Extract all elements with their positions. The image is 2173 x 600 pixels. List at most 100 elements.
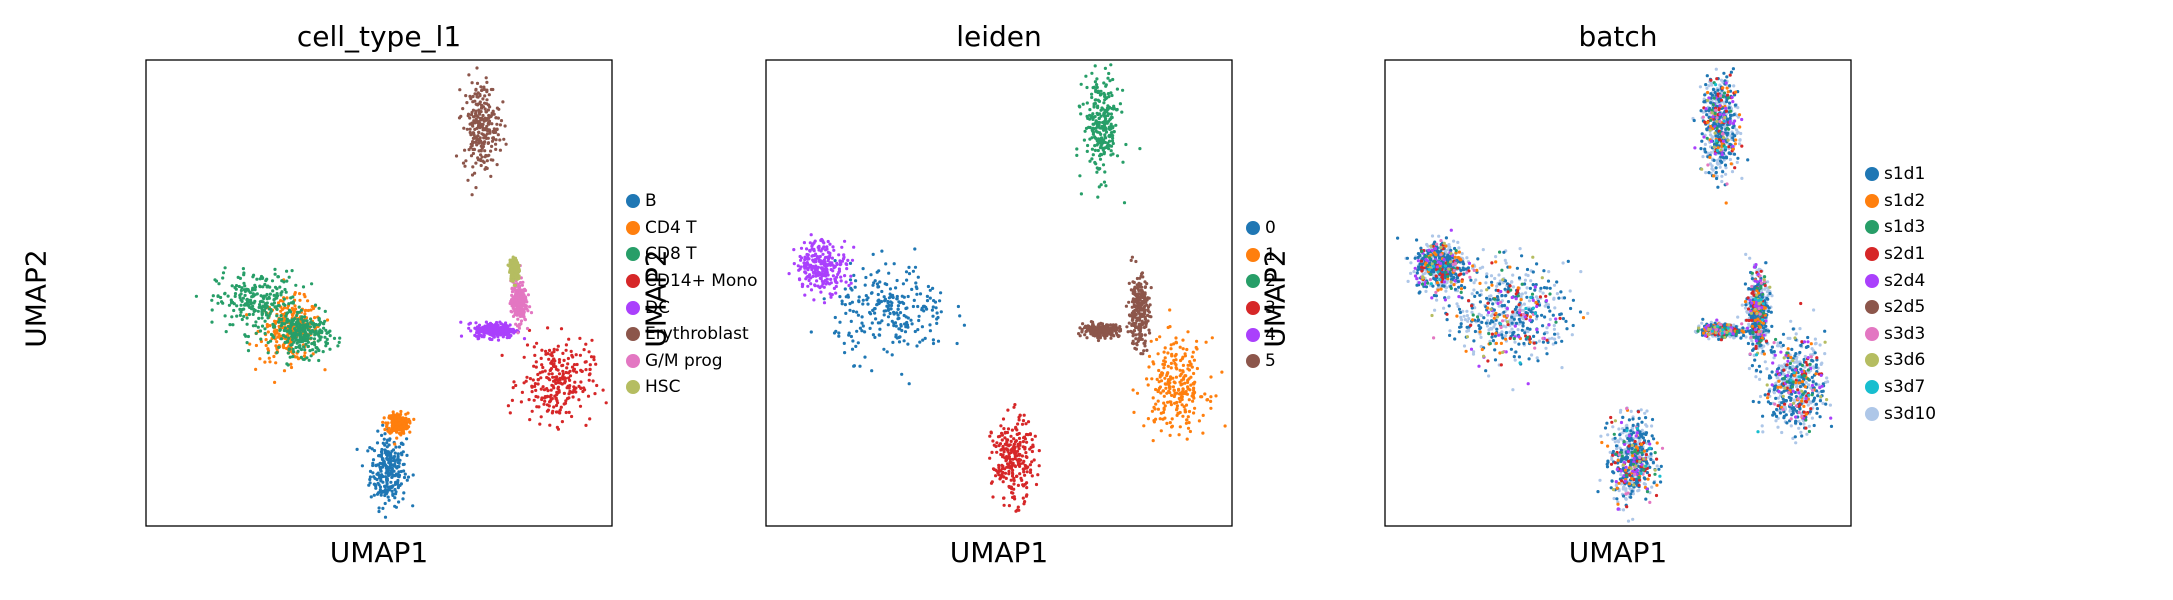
data-point (368, 475, 372, 479)
data-point (397, 431, 402, 435)
data-point (393, 474, 397, 478)
data-point (279, 309, 283, 313)
data-point (398, 458, 402, 462)
data-point (371, 471, 375, 475)
data-point (275, 340, 279, 344)
data-point (1548, 317, 1552, 321)
data-point (1552, 296, 1556, 300)
data-point (306, 299, 310, 303)
data-point (294, 307, 298, 311)
data-point (368, 446, 372, 450)
data-point (259, 339, 263, 344)
data-point (1485, 272, 1489, 276)
data-point (405, 425, 409, 429)
data-point (371, 458, 376, 462)
series-b (355, 423, 415, 519)
data-point (1538, 289, 1542, 293)
data-point (1513, 340, 1517, 344)
data-point (311, 306, 316, 311)
data-point (231, 323, 235, 327)
data-point (386, 429, 390, 433)
data-point (397, 418, 401, 422)
data-point (1777, 344, 1781, 348)
data-point (290, 312, 294, 316)
scatter-plot-cell-type-l1 (145, 59, 613, 527)
data-point (1522, 302, 1526, 306)
panel-batch: batch UMAP1 UMAP2 s1d1 s1d2 s1d3 s2d1 s2d4 s2… (0, 0, 1937, 600)
data-point (391, 448, 396, 452)
data-point (399, 441, 403, 445)
data-point (1586, 311, 1590, 315)
data-point (378, 476, 382, 480)
data-point (378, 485, 383, 489)
data-point (1477, 312, 1481, 316)
data-point (1510, 280, 1514, 284)
data-point (1813, 337, 1817, 341)
data-point (396, 415, 400, 419)
data-point (285, 296, 289, 300)
data-point (1552, 327, 1556, 331)
data-point (380, 490, 384, 494)
data-point (1704, 171, 1708, 175)
data-point (264, 338, 268, 342)
data-point (254, 320, 258, 324)
data-point (1794, 441, 1798, 445)
data-point (1799, 430, 1803, 434)
data-point (396, 456, 400, 460)
data-point (1758, 377, 1762, 381)
data-point (1807, 424, 1811, 428)
data-point (1789, 424, 1793, 428)
data-point (405, 453, 409, 457)
data-point (1516, 328, 1520, 332)
data-point (1825, 376, 1829, 380)
data-point (1552, 323, 1556, 328)
data-point (381, 420, 385, 424)
data-point (284, 346, 289, 350)
data-point (298, 292, 302, 296)
data-point (1511, 273, 1515, 277)
data-point (398, 421, 402, 425)
data-point (383, 515, 388, 519)
data-point (1520, 292, 1524, 296)
data-point (323, 368, 327, 372)
data-point (265, 322, 269, 327)
data-point (1530, 353, 1534, 357)
data-point (380, 462, 384, 466)
data-point (387, 426, 391, 430)
data-point (279, 314, 283, 318)
data-point (392, 459, 396, 463)
data-point (245, 313, 249, 317)
data-point (391, 421, 395, 425)
data-point (276, 301, 281, 305)
data-point (382, 416, 386, 420)
data-point (1485, 324, 1490, 328)
data-point (1478, 266, 1482, 270)
data-point (381, 441, 385, 445)
data-point (1823, 352, 1827, 356)
data-point (401, 450, 405, 454)
data-point (380, 465, 385, 469)
data-point (399, 412, 403, 416)
data-point (373, 483, 377, 487)
data-point (387, 443, 391, 447)
data-point (395, 412, 399, 416)
data-point (1511, 285, 1515, 289)
data-point (1754, 375, 1758, 379)
data-point (1810, 416, 1814, 420)
data-point (380, 447, 384, 452)
data-point (1788, 336, 1792, 340)
data-point (1524, 273, 1528, 277)
data-point (246, 334, 250, 339)
data-point (366, 449, 370, 453)
data-point (378, 488, 382, 492)
data-point (381, 457, 385, 461)
data-point (385, 478, 389, 482)
data-point (294, 283, 298, 287)
data-point (368, 481, 372, 485)
data-point (405, 478, 409, 482)
data-point (311, 352, 315, 356)
data-point (1772, 391, 1776, 395)
data-point (268, 360, 272, 364)
data-point (387, 459, 391, 464)
data-point (1524, 291, 1528, 295)
